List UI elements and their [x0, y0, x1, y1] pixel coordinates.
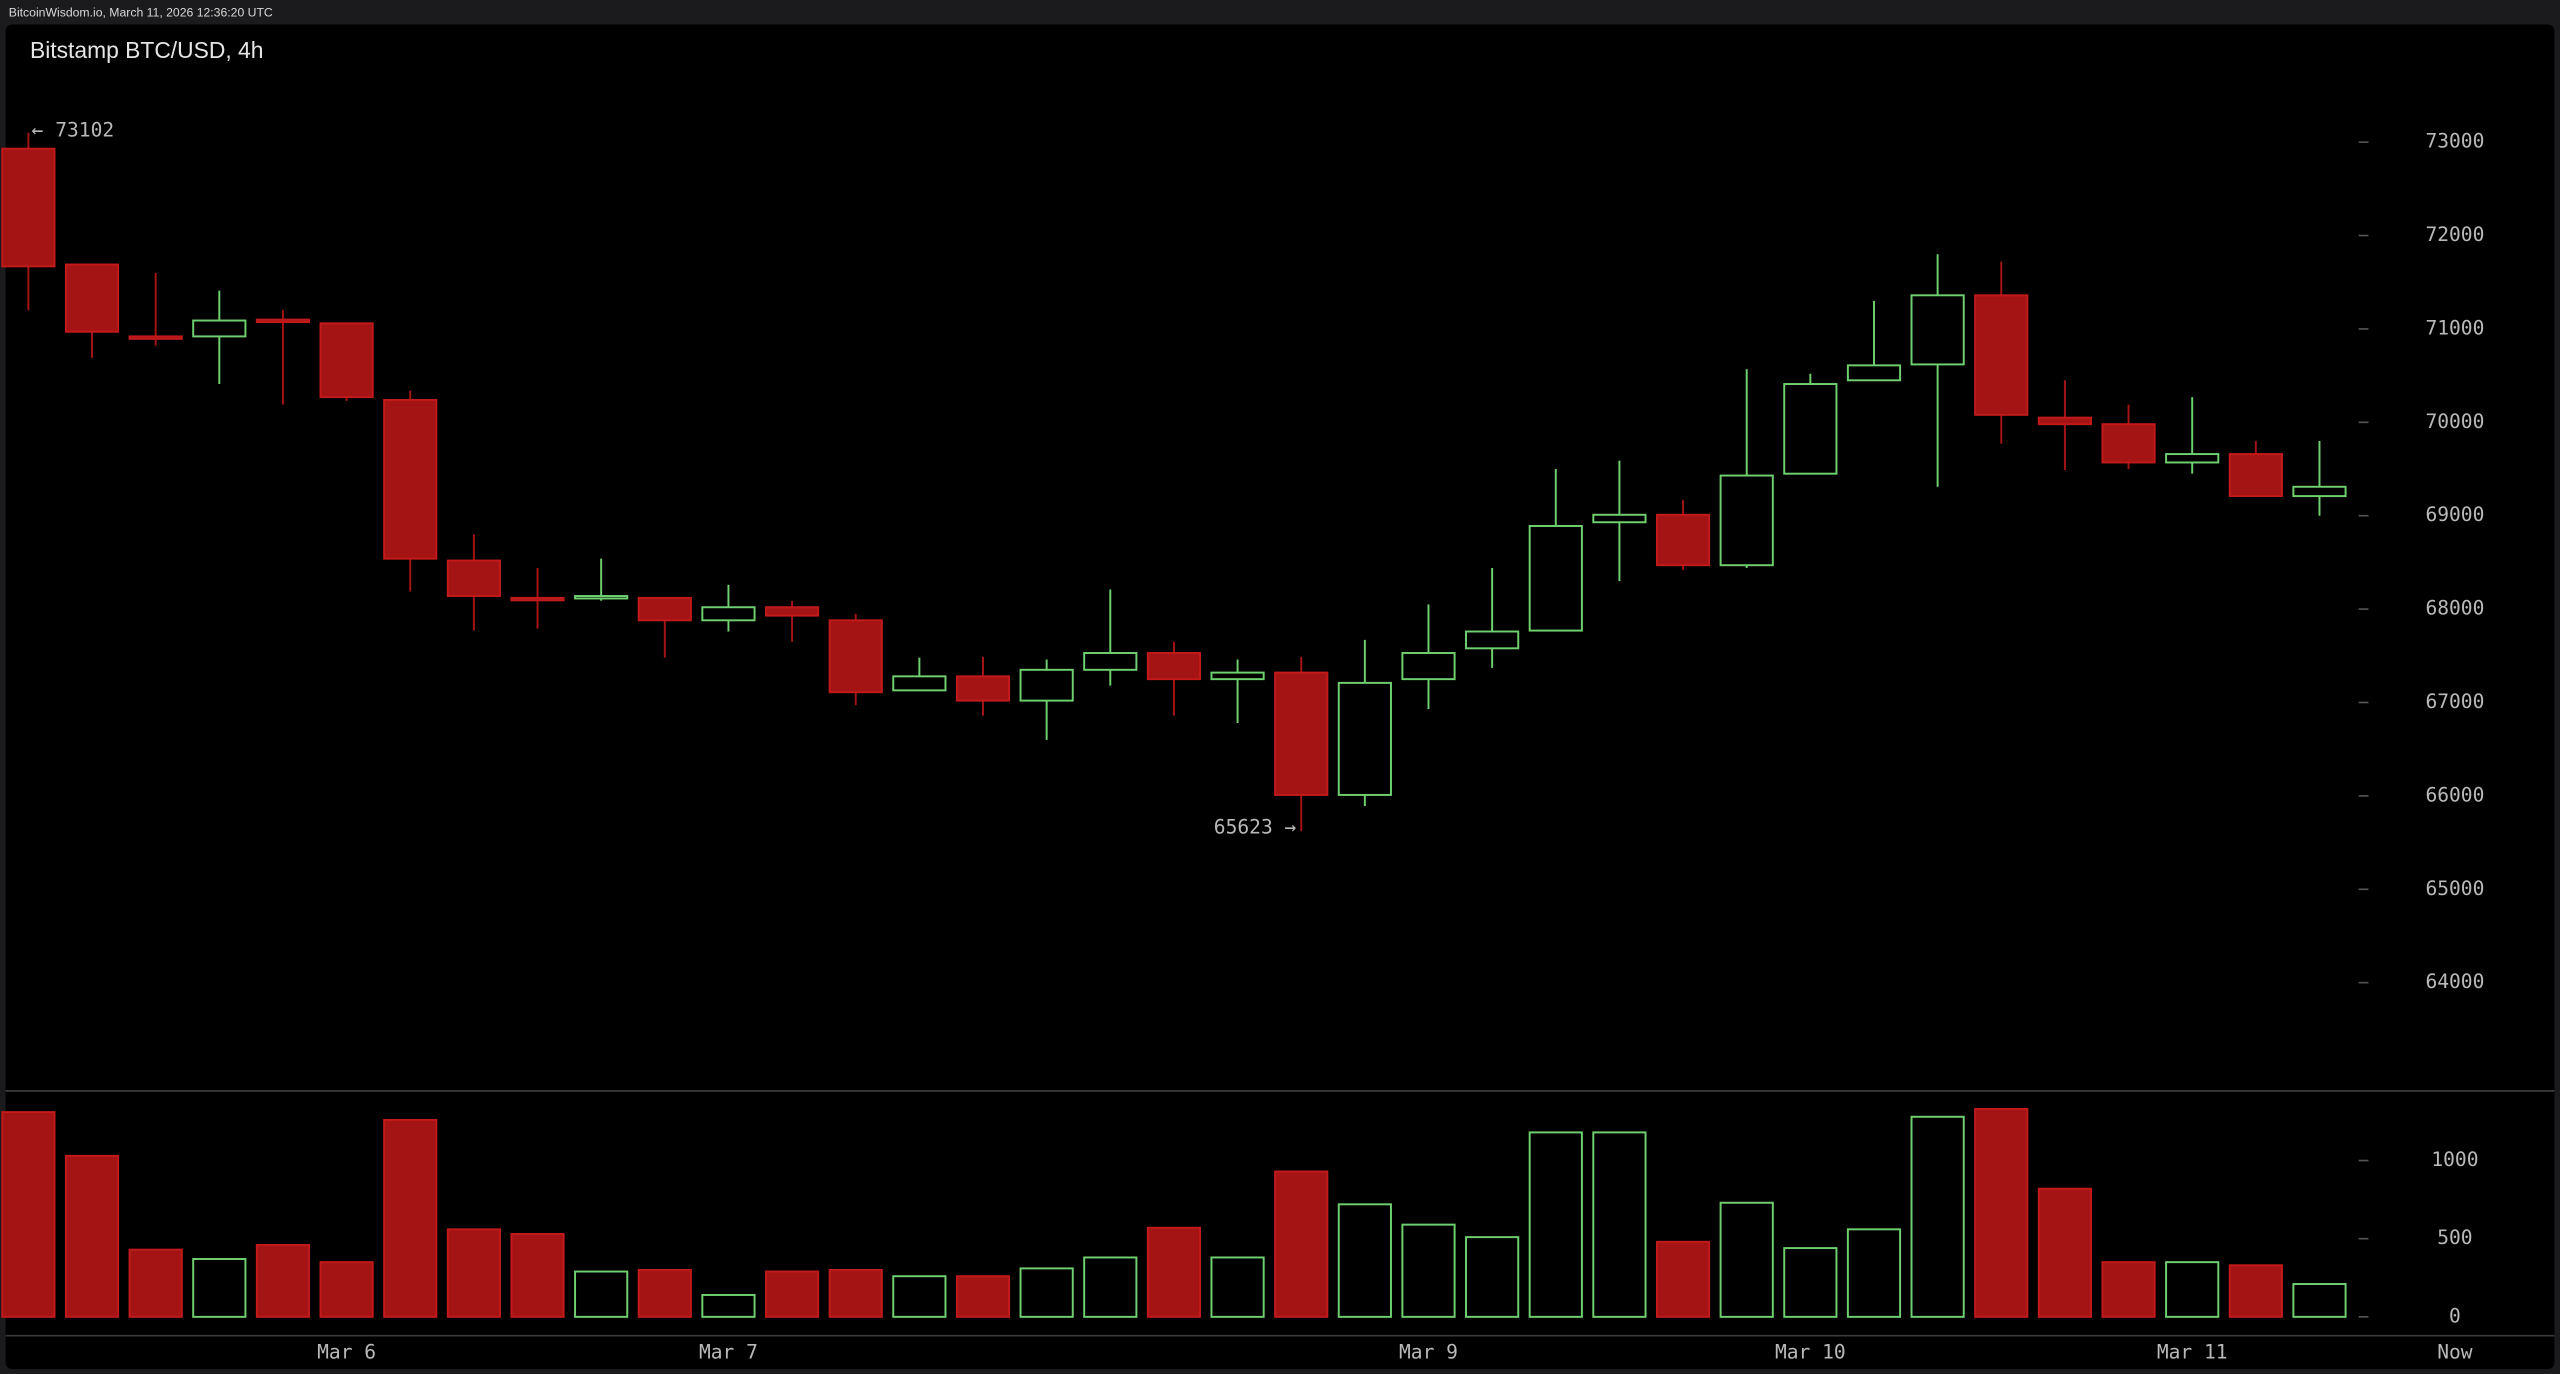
candle-body — [319, 322, 374, 399]
candle-body — [1783, 383, 1838, 475]
volume-bar — [192, 1258, 247, 1318]
y-tick-label: 64000 — [2425, 970, 2484, 993]
volume-bar — [1210, 1256, 1265, 1318]
volume-bar — [637, 1268, 692, 1318]
candle-body — [64, 263, 120, 333]
volume-bar — [1655, 1240, 1711, 1318]
x-tick-label: Mar 7 — [699, 1340, 758, 1363]
x-tick-label: Mar 9 — [1399, 1340, 1458, 1363]
candle-body — [1655, 513, 1711, 567]
volume-bar — [1, 1111, 56, 1318]
y2-tick-label: 500 — [2437, 1226, 2472, 1249]
y2-tick-label: 1000 — [2431, 1148, 2478, 1171]
y-tick-label: 65000 — [2425, 877, 2484, 900]
candle-body — [1910, 294, 1965, 366]
candle-body — [1337, 681, 1392, 796]
volume-bar — [1528, 1131, 1583, 1318]
candle-body — [2228, 453, 2283, 498]
volume-bar — [446, 1228, 501, 1318]
candle-body — [637, 596, 692, 622]
candle-body — [1465, 630, 1520, 650]
candle-body — [1592, 513, 1647, 524]
volume-bar — [2228, 1264, 2283, 1318]
candle-body — [701, 606, 756, 622]
volume-bar — [1592, 1131, 1647, 1318]
x-tick-label: Mar 6 — [317, 1340, 376, 1363]
candle-body — [955, 675, 1011, 702]
volume-bar — [955, 1275, 1011, 1318]
candle-body — [446, 559, 501, 598]
volume-bar — [2037, 1187, 2092, 1318]
y-tick-label: 73000 — [2425, 130, 2484, 153]
volume-bar — [1465, 1236, 1520, 1318]
y-tick-label: 66000 — [2425, 783, 2484, 806]
volume-bar — [701, 1293, 756, 1318]
chart-title: Bitstamp BTC/USD, 4h — [30, 37, 263, 63]
volume-bar — [1974, 1107, 2029, 1318]
candle-body — [255, 318, 311, 324]
volume-bar — [1783, 1247, 1838, 1318]
candle-body — [510, 596, 565, 602]
volume-bar — [1337, 1203, 1392, 1318]
header-source: BitcoinWisdom.io, March 11, 2026 12:36:2… — [9, 5, 273, 19]
high-annotation: ← 73102 — [32, 118, 115, 141]
volume-bar — [2292, 1283, 2347, 1318]
volume-bar — [1274, 1170, 1329, 1318]
candle-body — [1528, 525, 1583, 632]
volume-bar — [764, 1270, 820, 1318]
y-tick-label: 69000 — [2425, 503, 2484, 526]
candle-body — [1210, 671, 1265, 681]
volume-bar — [510, 1233, 565, 1318]
volume-bar — [64, 1154, 120, 1318]
candle-body — [2101, 423, 2156, 464]
volume-bar — [2101, 1261, 2156, 1318]
x-tick-label: Mar 10 — [1775, 1340, 1846, 1363]
candle-body — [192, 319, 247, 338]
candle-body — [2165, 453, 2220, 464]
volume-bar — [2165, 1261, 2220, 1318]
candle-body — [1083, 652, 1138, 671]
volume-bar — [1719, 1201, 1774, 1318]
volume-bar — [128, 1248, 183, 1318]
candle-body — [1274, 671, 1329, 796]
low-annotation: 65623 → — [1214, 815, 1297, 838]
volume-bar — [1146, 1226, 1202, 1318]
y-tick-label: 68000 — [2425, 597, 2484, 620]
candle-body — [574, 595, 629, 600]
y-tick-label: 67000 — [2425, 690, 2484, 713]
volume-bar — [1846, 1228, 1902, 1318]
candle-body — [1401, 652, 1456, 681]
volume-bar — [1401, 1223, 1456, 1318]
candle-body — [383, 398, 438, 560]
y-tick-label: 72000 — [2425, 223, 2484, 246]
candle-body — [2037, 416, 2092, 426]
candle-body — [1019, 668, 1074, 702]
volume-bar — [1910, 1115, 1965, 1318]
volume-bar — [828, 1268, 883, 1318]
volume-bar — [319, 1261, 374, 1318]
candle-body — [1146, 652, 1202, 681]
volume-bar — [892, 1275, 947, 1318]
y-tick-label: 70000 — [2425, 410, 2484, 433]
candle-body — [1974, 294, 2029, 416]
x-tick-label: Mar 11 — [2157, 1340, 2228, 1363]
candle-body — [892, 675, 947, 692]
y-tick-label: 71000 — [2425, 316, 2484, 339]
candle-body — [2292, 485, 2347, 498]
volume-bar — [1083, 1256, 1138, 1318]
x-now-label: Now — [2437, 1340, 2473, 1363]
volume-bar — [255, 1243, 311, 1318]
candle-body — [764, 606, 820, 617]
y2-tick-label: 0 — [2449, 1304, 2461, 1327]
candle-body — [128, 335, 183, 340]
volume-bar — [383, 1118, 438, 1318]
candle-body — [1846, 364, 1902, 382]
candle-body — [1, 147, 56, 268]
candle-body — [828, 619, 883, 694]
volume-bar — [574, 1270, 629, 1318]
candle-body — [1719, 474, 1774, 567]
volume-bar — [1019, 1267, 1074, 1318]
